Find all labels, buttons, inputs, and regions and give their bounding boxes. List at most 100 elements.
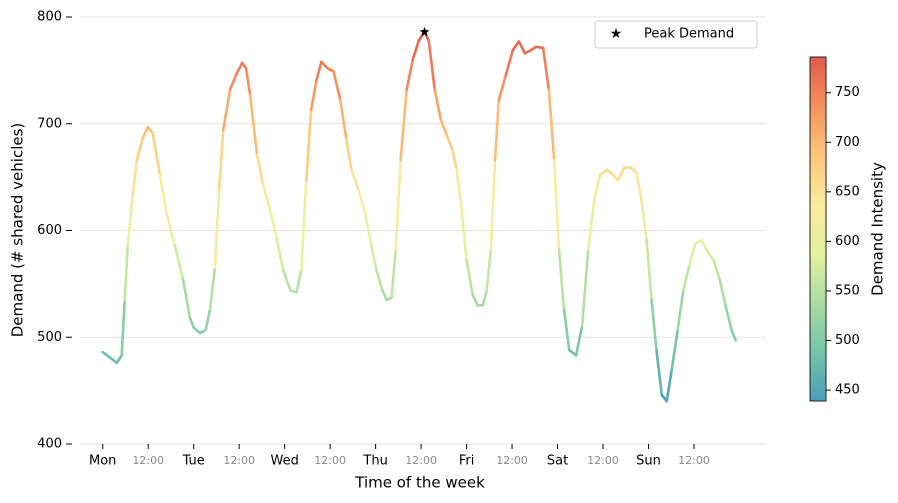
line-segment (234, 61, 244, 76)
line-segment (688, 242, 697, 266)
line-segment (433, 88, 443, 121)
line-segment (411, 39, 421, 62)
line-segment (445, 134, 454, 152)
y-tick-label: 400 (37, 437, 62, 452)
line-segment (339, 98, 348, 142)
line-segment (300, 179, 308, 272)
line-segment (460, 208, 468, 262)
line-segment (173, 244, 185, 281)
line-segment (304, 108, 313, 182)
line-segment (275, 238, 285, 272)
line-segment (676, 288, 685, 332)
line-segment (244, 66, 252, 97)
line-segment (700, 238, 708, 252)
line-segment (370, 244, 378, 272)
line-segment (204, 308, 212, 332)
line-segment (217, 128, 225, 192)
line-segment (141, 125, 150, 139)
line-segment (309, 78, 318, 112)
colorbar-tick-label: 550 (835, 283, 860, 298)
legend-marker: ★ (610, 26, 623, 42)
line-segment (188, 316, 196, 329)
y-tick-label: 700 (37, 116, 62, 131)
line-segment (427, 39, 437, 91)
x-tick-label: Thu (362, 454, 387, 469)
line-segment (598, 168, 609, 177)
line-segment (670, 328, 679, 372)
y-tick-label: 500 (37, 330, 62, 345)
colorbar-tick-label: 450 (835, 383, 860, 398)
line-segment (640, 198, 648, 242)
line-segment (165, 213, 177, 247)
x-tick-label: 12:00 (132, 454, 164, 467)
colorbar-tick-label: 750 (835, 85, 860, 100)
x-tick-label: Wed (270, 454, 298, 469)
colorbar-tick-label: 600 (835, 234, 860, 249)
line-segment (586, 198, 596, 252)
line-segment (394, 158, 402, 252)
line-segment (562, 308, 571, 352)
line-segment (541, 46, 551, 91)
line-segment (332, 70, 342, 102)
line-segment (108, 356, 119, 365)
colorbar (809, 56, 827, 402)
x-tick-label: Sun (636, 454, 661, 469)
line-segment (158, 173, 169, 216)
line-segment (645, 238, 653, 302)
line-segment (146, 125, 155, 135)
line-segment (665, 369, 673, 403)
line-segment (730, 328, 737, 342)
line-segment (345, 138, 353, 171)
line-segment (357, 188, 367, 216)
line-segment (320, 60, 329, 70)
line-segment (465, 259, 474, 296)
line-segment (315, 60, 323, 82)
line-segment (574, 324, 584, 357)
line-segment (255, 153, 265, 186)
x-tick-label: 12:00 (587, 454, 619, 467)
line-segment (350, 168, 360, 192)
line-segment (208, 266, 217, 311)
x-tick-label: 12:00 (314, 454, 346, 467)
colorbar-tick-label: 700 (835, 135, 860, 150)
line-segment (580, 248, 590, 327)
x-tick-label: Fri (459, 454, 475, 469)
line-segment (192, 326, 202, 335)
x-tick-label: 12:00 (678, 454, 710, 467)
line-segment (616, 166, 626, 182)
line-segment (281, 268, 292, 292)
x-tick-label: 12:00 (223, 454, 255, 467)
line-segment (481, 288, 488, 307)
y-tick-label: 800 (37, 10, 62, 25)
line-segment (364, 213, 373, 247)
y-tick-label: 600 (37, 223, 62, 238)
y-axis-label: Demand (# shared vehicles) (9, 123, 27, 338)
peak-marker (419, 26, 430, 36)
line-segment (557, 248, 566, 311)
line-segment (517, 40, 527, 55)
line-segment (135, 136, 145, 162)
x-tick-label: Tue (182, 454, 205, 469)
line-segment (718, 278, 727, 307)
line-segment (547, 88, 556, 162)
line-segment (593, 173, 602, 201)
line-segment (724, 303, 733, 332)
line-segment (439, 118, 449, 137)
legend-label: Peak Demand (644, 27, 734, 42)
line-segment (381, 288, 388, 302)
colorbar-tick-label: 650 (835, 184, 860, 199)
line-segment (655, 348, 664, 397)
line-segment (451, 149, 459, 171)
x-tick-label: 12:00 (405, 454, 437, 467)
line-segment (295, 268, 303, 294)
line-segment (268, 208, 279, 242)
colorbar-tick-label: 500 (835, 333, 860, 348)
line-segment (497, 73, 508, 102)
x-tick-label: Sat (547, 454, 568, 469)
line-segment (504, 48, 515, 76)
x-tick-label: Mon (89, 454, 116, 469)
line-segment (101, 350, 112, 359)
line-segment (511, 40, 521, 52)
line-segment (120, 298, 127, 357)
